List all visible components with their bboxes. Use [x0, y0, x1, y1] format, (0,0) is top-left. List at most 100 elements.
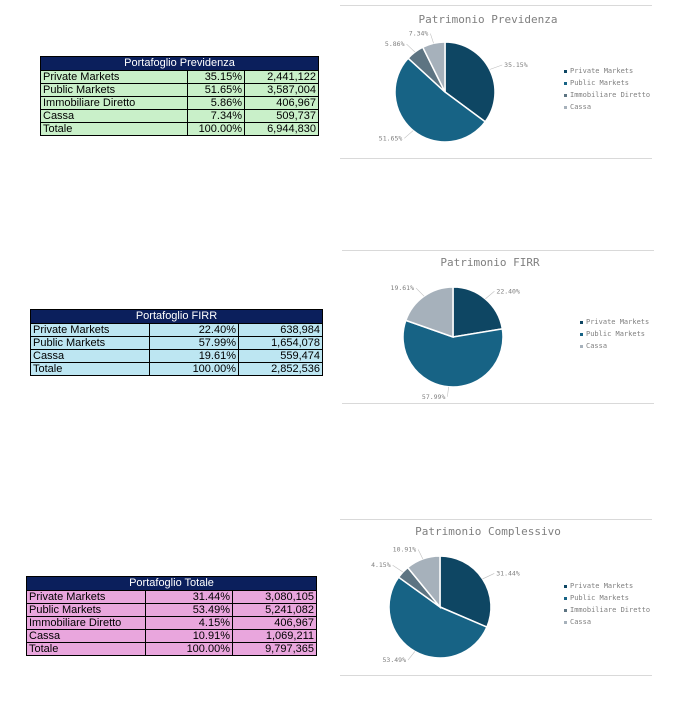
row-value: 3,587,004 — [244, 83, 319, 97]
row-value: 559,474 — [238, 349, 323, 363]
legend-entry: Private Markets — [570, 582, 633, 590]
table-portafoglio-totale: Portafoglio Totale Private Markets 31.44%… — [26, 576, 317, 656]
row-value: 638,984 — [238, 323, 323, 337]
legend-entry: Private Markets — [570, 67, 633, 75]
table-title: Portafoglio FIRR — [30, 309, 323, 324]
pie-slice-public-markets — [402, 319, 504, 388]
row-pct: 53.49% — [145, 603, 233, 617]
data-label: 53.49% — [383, 656, 407, 664]
data-label: 51.65% — [379, 134, 403, 142]
data-label: 5.86% — [385, 40, 405, 48]
legend-entry: Public Markets — [586, 330, 645, 338]
row-label: Public Markets — [30, 336, 150, 350]
label-leader-line — [489, 64, 503, 70]
data-label: 10.91% — [393, 546, 417, 554]
pie-slice-private-markets — [444, 41, 496, 123]
chart-title: Patrimonio Complessivo — [415, 525, 561, 538]
legend-swatch — [564, 621, 567, 624]
legend-entry: Private Markets — [586, 318, 649, 326]
table-row: Totale 100.00% 2,852,536 — [30, 362, 323, 376]
label-leader-line — [407, 651, 416, 661]
table-row: Totale 100.00% 9,797,365 — [26, 642, 317, 656]
chart-patrimonio-firr: Patrimonio FIRR 22.40% 57.99% 19.61% Private… — [342, 250, 654, 404]
row-value: 2,441,122 — [244, 70, 319, 84]
legend-swatch — [564, 94, 567, 97]
table-row: Public Markets 51.65% 3,587,004 — [40, 83, 319, 97]
row-pct: 35.15% — [187, 70, 245, 84]
row-value: 1,654,078 — [238, 336, 323, 350]
row-value: 3,080,105 — [232, 590, 317, 604]
label-leader-line — [404, 130, 414, 139]
table-row: Immobiliare Diretto 4.15% 406,967 — [26, 616, 317, 630]
chart-patrimonio-complessivo: Patrimonio Complessivo 31.44% 53.49% 4.15% 1… — [340, 519, 652, 676]
row-label: Immobiliare Diretto — [26, 616, 146, 630]
label-leader-line — [482, 573, 495, 580]
table-portafoglio-previdenza: Portafoglio Previdenza Private Markets 35… — [40, 56, 319, 136]
row-pct: 51.65% — [187, 83, 245, 97]
label-leader-line — [430, 33, 434, 44]
pie-slice-cassa — [404, 286, 454, 339]
chart-patrimonio-previdenza: Patrimonio Previdenza 35.15% 51.65% 5.86% 7.… — [340, 5, 652, 159]
pie-slice-private-markets — [452, 286, 504, 338]
row-pct: 100.00% — [187, 122, 245, 136]
legend-swatch — [564, 106, 567, 109]
label-leader-line — [415, 287, 425, 297]
row-pct: 22.40% — [149, 323, 239, 337]
chart-title: Patrimonio FIRR — [440, 256, 540, 269]
row-value: 5,241,082 — [232, 603, 317, 617]
row-value: 406,967 — [244, 96, 319, 110]
row-label: Totale — [40, 122, 188, 136]
data-label: 35.15% — [504, 61, 528, 69]
row-label: Totale — [26, 642, 146, 656]
row-label: Cassa — [30, 349, 150, 363]
legend-entry: Cassa — [570, 618, 591, 626]
legend-swatch — [580, 333, 583, 336]
table-row: Immobiliare Diretto 5.86% 406,967 — [40, 96, 319, 110]
row-label: Cassa — [40, 109, 188, 123]
table-row: Totale 100.00% 6,944,830 — [40, 122, 319, 136]
label-leader-line — [485, 291, 495, 300]
data-label: 19.61% — [391, 284, 415, 292]
legend-entry: Immobiliare Diretto — [570, 606, 650, 614]
row-pct: 100.00% — [149, 362, 239, 376]
table-row: Public Markets 53.49% 5,241,082 — [26, 603, 317, 617]
pie-slice-public-markets — [388, 576, 488, 659]
legend-entry: Immobiliare Diretto — [570, 91, 650, 99]
table-row: Cassa 19.61% 559,474 — [30, 349, 323, 363]
legend-entry: Cassa — [570, 103, 591, 111]
label-leader-line — [447, 386, 449, 397]
legend-entry: Public Markets — [570, 79, 629, 87]
row-label: Private Markets — [40, 70, 188, 84]
data-label: 4.15% — [371, 561, 391, 569]
legend-entry: Public Markets — [570, 594, 629, 602]
row-pct: 100.00% — [145, 642, 233, 656]
row-pct: 4.15% — [145, 616, 233, 630]
label-leader-line — [406, 43, 416, 53]
row-value: 509,737 — [244, 109, 319, 123]
label-leader-line — [392, 564, 404, 573]
row-pct: 5.86% — [187, 96, 245, 110]
legend-entry: Cassa — [586, 342, 607, 350]
table-row: Private Markets 31.44% 3,080,105 — [26, 590, 317, 604]
row-label: Immobiliare Diretto — [40, 96, 188, 110]
row-label: Private Markets — [26, 590, 146, 604]
row-value: 9,797,365 — [232, 642, 317, 656]
legend-swatch — [564, 70, 567, 73]
row-value: 1,069,211 — [232, 629, 317, 643]
table-row: Cassa 10.91% 1,069,211 — [26, 629, 317, 643]
pie-chart-svg: Patrimonio Previdenza 35.15% 51.65% 5.86% 7.… — [379, 13, 650, 143]
row-label: Totale — [30, 362, 150, 376]
table-row: Private Markets 22.40% 638,984 — [30, 323, 323, 337]
row-pct: 7.34% — [187, 109, 245, 123]
row-label: Public Markets — [26, 603, 146, 617]
table-portafoglio-firr: Portafoglio FIRR Private Markets 22.40% 63… — [30, 309, 323, 376]
legend-swatch — [564, 597, 567, 600]
row-pct: 31.44% — [145, 590, 233, 604]
chart-title: Patrimonio Previdenza — [418, 13, 557, 26]
legend-swatch — [564, 609, 567, 612]
data-label: 57.99% — [422, 393, 446, 401]
legend-swatch — [564, 585, 567, 588]
row-pct: 19.61% — [149, 349, 239, 363]
pie-chart-svg: Patrimonio Complessivo 31.44% 53.49% 4.15%1… — [371, 525, 650, 664]
data-label: 31.44% — [496, 569, 520, 577]
